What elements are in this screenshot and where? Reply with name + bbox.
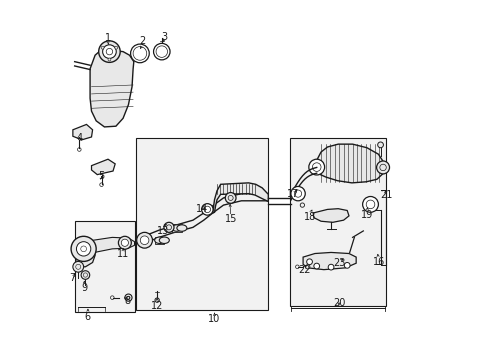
Polygon shape bbox=[155, 237, 164, 244]
Circle shape bbox=[378, 142, 383, 148]
Text: 20: 20 bbox=[333, 298, 345, 308]
Circle shape bbox=[201, 204, 213, 215]
Polygon shape bbox=[313, 209, 349, 222]
Text: 2: 2 bbox=[140, 36, 146, 46]
Circle shape bbox=[309, 159, 324, 175]
Circle shape bbox=[71, 236, 96, 261]
Text: 16: 16 bbox=[373, 257, 386, 267]
Ellipse shape bbox=[153, 43, 170, 60]
Circle shape bbox=[291, 186, 305, 201]
Circle shape bbox=[108, 58, 111, 61]
Circle shape bbox=[119, 236, 131, 249]
Text: 11: 11 bbox=[117, 248, 129, 258]
Ellipse shape bbox=[133, 46, 147, 60]
Polygon shape bbox=[76, 246, 95, 267]
Circle shape bbox=[98, 41, 120, 62]
Circle shape bbox=[225, 193, 236, 203]
Circle shape bbox=[155, 298, 159, 302]
Ellipse shape bbox=[172, 225, 182, 231]
Circle shape bbox=[306, 265, 310, 269]
Ellipse shape bbox=[159, 237, 170, 243]
Text: 15: 15 bbox=[224, 215, 237, 224]
Circle shape bbox=[101, 46, 104, 49]
Circle shape bbox=[140, 236, 149, 244]
Text: 23: 23 bbox=[333, 258, 345, 268]
Ellipse shape bbox=[177, 225, 187, 231]
Polygon shape bbox=[90, 50, 134, 127]
Circle shape bbox=[115, 46, 118, 49]
Text: 14: 14 bbox=[196, 204, 208, 215]
Text: 18: 18 bbox=[304, 212, 317, 221]
Text: 6: 6 bbox=[85, 312, 91, 322]
Text: 4: 4 bbox=[76, 133, 82, 143]
Polygon shape bbox=[290, 138, 386, 306]
Text: 22: 22 bbox=[298, 265, 311, 275]
Text: 19: 19 bbox=[361, 210, 373, 220]
Circle shape bbox=[377, 161, 390, 174]
Circle shape bbox=[81, 271, 90, 279]
Circle shape bbox=[122, 239, 128, 246]
Text: 10: 10 bbox=[208, 314, 220, 324]
Circle shape bbox=[76, 242, 91, 256]
Text: 8: 8 bbox=[124, 296, 130, 306]
Circle shape bbox=[307, 259, 313, 265]
Polygon shape bbox=[317, 144, 383, 183]
Polygon shape bbox=[73, 125, 93, 140]
Text: 12: 12 bbox=[151, 301, 163, 311]
Text: 3: 3 bbox=[161, 32, 168, 41]
Circle shape bbox=[328, 264, 334, 270]
Circle shape bbox=[164, 222, 174, 232]
Circle shape bbox=[363, 197, 378, 212]
Text: 5: 5 bbox=[98, 171, 105, 181]
Polygon shape bbox=[213, 183, 269, 213]
Circle shape bbox=[73, 261, 84, 272]
Circle shape bbox=[125, 294, 132, 301]
Text: 1: 1 bbox=[105, 33, 111, 43]
Ellipse shape bbox=[155, 237, 165, 243]
Polygon shape bbox=[84, 237, 135, 255]
Text: 17: 17 bbox=[287, 189, 299, 199]
Polygon shape bbox=[74, 221, 135, 312]
Polygon shape bbox=[92, 159, 115, 175]
Circle shape bbox=[344, 262, 350, 268]
Polygon shape bbox=[136, 138, 269, 310]
Text: 13: 13 bbox=[157, 226, 170, 236]
Text: 21: 21 bbox=[380, 190, 393, 200]
Circle shape bbox=[102, 45, 116, 58]
Polygon shape bbox=[172, 225, 182, 231]
Circle shape bbox=[137, 232, 152, 248]
Text: 9: 9 bbox=[81, 283, 87, 293]
Text: 7: 7 bbox=[69, 273, 75, 283]
Ellipse shape bbox=[131, 44, 149, 63]
Circle shape bbox=[314, 263, 319, 269]
Polygon shape bbox=[303, 252, 356, 270]
